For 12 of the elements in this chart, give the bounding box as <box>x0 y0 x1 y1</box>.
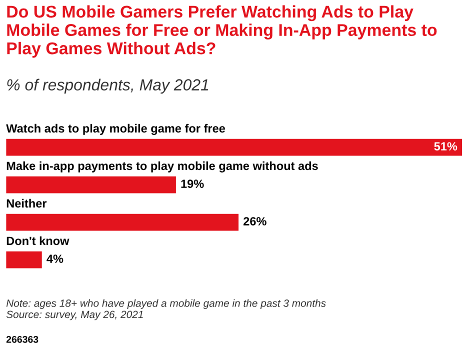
data-label: 4% <box>46 254 64 263</box>
data-label: 19% <box>181 180 204 188</box>
y-tick-label: Neither <box>6 198 47 208</box>
text: 266363 <box>6 336 38 343</box>
y-tick-label: Don't know <box>6 236 70 246</box>
y-tick-label: Make in-app payments to play mobile game without ads <box>6 161 318 172</box>
chart-subtitle: % of respondents, May 2021 <box>7 78 208 94</box>
text: Note: ages 18+ who have played a mobile game in the past 3 months Source: survey, May 26, 2021 <box>6 299 326 320</box>
data-label: 26% <box>244 217 266 226</box>
y-tick-label: Watch ads to play mobile game for free <box>6 124 226 135</box>
chart-title: Do US Mobile Gamers Prefer Watching Ads to Play Mobile Games for Free or Making In-App Payments to Play Games Without Ads? <box>7 5 437 58</box>
data-label: 51% <box>434 142 458 151</box>
